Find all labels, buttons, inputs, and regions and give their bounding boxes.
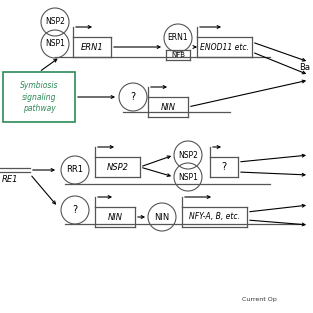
- Text: ?: ?: [221, 162, 227, 172]
- Text: NSP1: NSP1: [45, 39, 65, 49]
- Text: NSP2: NSP2: [178, 151, 198, 160]
- Text: NIN: NIN: [161, 102, 176, 111]
- Text: ENOD11 etc.: ENOD11 etc.: [200, 43, 249, 52]
- Text: NFY-A, B, etc.: NFY-A, B, etc.: [189, 213, 240, 222]
- Text: ERN1: ERN1: [81, 43, 103, 52]
- Text: RR1: RR1: [66, 166, 84, 175]
- Text: Current Op: Current Op: [242, 297, 277, 302]
- Text: NFB: NFB: [171, 52, 185, 58]
- Text: NSP2: NSP2: [45, 18, 65, 27]
- Text: ?: ?: [72, 205, 78, 215]
- Text: ?: ?: [131, 92, 136, 102]
- Text: NIN: NIN: [107, 213, 122, 222]
- Text: Ba: Ba: [299, 64, 310, 73]
- Text: RE1: RE1: [2, 176, 18, 184]
- FancyBboxPatch shape: [3, 72, 75, 122]
- Text: NSP1: NSP1: [178, 172, 198, 182]
- Text: NIN: NIN: [154, 213, 170, 222]
- Text: ERN1: ERN1: [168, 33, 188, 43]
- Text: NSP2: NSP2: [106, 162, 129, 172]
- Text: Symbiosis
signaling
pathway: Symbiosis signaling pathway: [20, 81, 58, 113]
